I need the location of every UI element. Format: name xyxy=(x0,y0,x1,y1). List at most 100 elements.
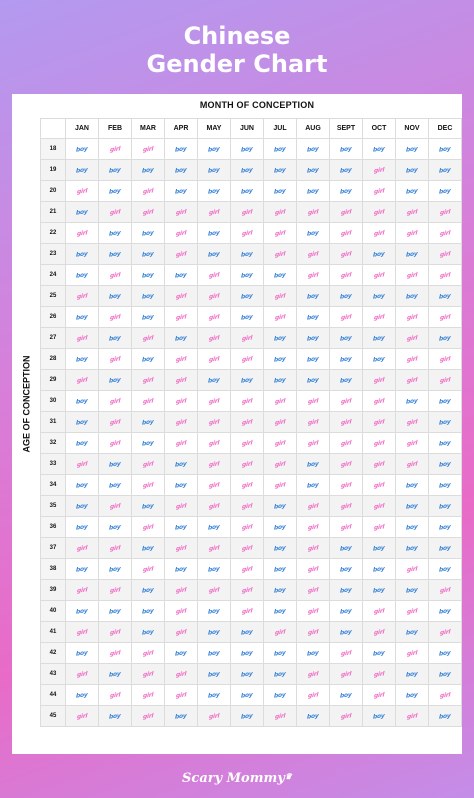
month-header-dec: DEC xyxy=(428,118,462,139)
month-header-jul: JUL xyxy=(263,118,297,139)
table-row: 19 boy boy boy boy boy boy boy boy boy girl boy boy xyxy=(40,159,462,181)
gender-cell: girl xyxy=(197,705,231,727)
gender-cell: girl xyxy=(362,495,396,517)
girl-label: girl xyxy=(307,690,319,700)
gender-cell: girl xyxy=(131,516,165,538)
table-row: 40 boy boy boy girl boy girl boy girl boy girl girl… xyxy=(40,600,462,622)
gender-cell: boy xyxy=(428,432,462,454)
gender-cell: boy xyxy=(164,453,198,475)
boy-label: boy xyxy=(274,669,286,679)
boy-label: boy xyxy=(76,249,88,259)
table-row: 27 girl boy girl boy girl girl boy boy boy boy girl… xyxy=(40,327,462,349)
gender-cell: boy xyxy=(428,453,462,475)
scary-mommy-logo: Scary Mommy♛ xyxy=(0,771,474,786)
girl-label: girl xyxy=(241,522,253,532)
gender-cell: boy xyxy=(362,243,396,265)
age-cell: 45 xyxy=(40,705,66,727)
gender-cell: girl xyxy=(164,285,198,307)
age-of-conception-label: AGE OF CONCEPTION xyxy=(21,355,32,453)
gender-cell: boy xyxy=(98,243,132,265)
table-row: 34 boy boy girl boy girl girl girl boy girl girl bo… xyxy=(40,474,462,496)
boy-label: boy xyxy=(241,648,253,658)
boy-label: boy xyxy=(406,627,418,637)
girl-label: girl xyxy=(274,312,286,322)
gender-cell: boy xyxy=(197,180,231,202)
gender-cell: girl xyxy=(263,390,297,412)
gender-cell: boy xyxy=(65,600,99,622)
girl-label: girl xyxy=(373,480,385,490)
girl-label: girl xyxy=(406,312,418,322)
gender-cell: boy xyxy=(230,243,264,265)
girl-label: girl xyxy=(373,417,385,427)
age-cell: 18 xyxy=(40,138,66,160)
boy-label: boy xyxy=(241,312,253,322)
boy-label: boy xyxy=(241,711,253,721)
gender-cell: girl xyxy=(164,411,198,433)
boy-label: boy xyxy=(142,291,154,301)
gender-cell: girl xyxy=(164,390,198,412)
table-row: 32 boy girl boy girl girl girl girl girl girl girl… xyxy=(40,432,462,454)
boy-label: boy xyxy=(109,186,121,196)
gender-cell: boy xyxy=(329,180,363,202)
gender-cell: girl xyxy=(230,474,264,496)
girl-label: girl xyxy=(307,522,319,532)
boy-label: boy xyxy=(406,585,418,595)
boy-label: boy xyxy=(307,711,319,721)
boy-label: boy xyxy=(406,669,418,679)
boy-label: boy xyxy=(208,375,220,385)
gender-cell: girl xyxy=(395,432,429,454)
table-row: 20 girl boy girl boy boy boy boy boy boy girl boy bo… xyxy=(40,180,462,202)
gender-cell: girl xyxy=(98,201,132,223)
gender-cell: boy xyxy=(263,642,297,664)
gender-cell: girl xyxy=(230,453,264,475)
girl-label: girl xyxy=(142,711,154,721)
girl-label: girl xyxy=(373,459,385,469)
gender-cell: girl xyxy=(263,222,297,244)
gender-cell: boy xyxy=(296,159,330,181)
girl-label: girl xyxy=(109,207,121,217)
girl-label: girl xyxy=(274,711,286,721)
gender-cell: boy xyxy=(197,558,231,580)
gender-cell: girl xyxy=(362,411,396,433)
gender-cell: girl xyxy=(230,600,264,622)
gender-chart-body: 18 boy girl girl boy boy boy boy boy boy boy boy boy… xyxy=(40,138,462,727)
gender-cell: boy xyxy=(362,285,396,307)
girl-label: girl xyxy=(439,690,451,700)
gender-cell: boy xyxy=(296,369,330,391)
gender-cell: girl xyxy=(296,516,330,538)
girl-label: girl xyxy=(76,228,88,238)
boy-label: boy xyxy=(340,627,352,637)
gender-cell: girl xyxy=(362,621,396,643)
boy-label: boy xyxy=(241,249,253,259)
girl-label: girl xyxy=(109,627,121,637)
gender-cell: girl xyxy=(395,348,429,370)
girl-label: girl xyxy=(340,417,352,427)
girl-label: girl xyxy=(373,438,385,448)
gender-cell: girl xyxy=(131,474,165,496)
month-header-oct: OCT xyxy=(362,118,396,139)
gender-cell: girl xyxy=(98,411,132,433)
gender-cell: boy xyxy=(65,642,99,664)
boy-label: boy xyxy=(340,291,352,301)
gender-cell: girl xyxy=(197,327,231,349)
age-cell: 19 xyxy=(40,159,66,181)
boy-label: boy xyxy=(175,648,187,658)
gender-cell: girl xyxy=(428,264,462,286)
boy-label: boy xyxy=(142,165,154,175)
boy-label: boy xyxy=(142,417,154,427)
gender-cell: girl xyxy=(197,264,231,286)
girl-label: girl xyxy=(307,543,319,553)
boy-label: boy xyxy=(142,543,154,553)
age-cell: 40 xyxy=(40,600,66,622)
gender-cell: boy xyxy=(263,558,297,580)
gender-cell: girl xyxy=(197,537,231,559)
gender-cell: boy xyxy=(428,411,462,433)
gender-cell: girl xyxy=(98,537,132,559)
girl-label: girl xyxy=(175,669,187,679)
gender-cell: boy xyxy=(131,348,165,370)
age-cell: 28 xyxy=(40,348,66,370)
gender-cell: boy xyxy=(329,558,363,580)
page-title: Chinese Gender Chart xyxy=(0,22,474,78)
boy-label: boy xyxy=(241,144,253,154)
girl-label: girl xyxy=(208,501,220,511)
